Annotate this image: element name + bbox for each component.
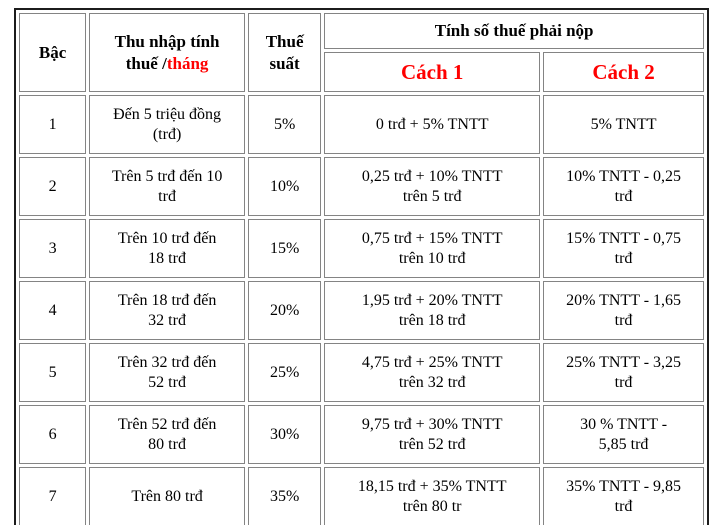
cell-level: 1 — [19, 95, 87, 154]
table-row: 6 Trên 52 trđ đến 80 trđ 30% 9,75 trđ + … — [19, 405, 704, 464]
tax-bracket-table: Bậc Thu nhập tính thuế /tháng Thuế suất … — [14, 8, 709, 525]
cell-method1: 0,25 trđ + 10% TNTT trên 5 trđ — [324, 157, 541, 216]
cell-rate: 25% — [247, 343, 322, 402]
cell-method2: 35% TNTT - 9,85 trđ — [543, 467, 704, 525]
cell-method2: 5% TNTT — [543, 95, 704, 154]
table-row: 5 Trên 32 trđ đến 52 trđ 25% 4,75 trđ + … — [19, 343, 704, 402]
table-row: 1 Đến 5 triệu đồng (trđ) 5% 0 trđ + 5% T… — [19, 95, 704, 154]
header-income-red: tháng — [166, 53, 209, 73]
cell-income: Trên 52 trđ đến 80 trđ — [89, 405, 245, 464]
cell-method1: 0,75 trđ + 15% TNTT trên 10 trđ — [324, 219, 541, 278]
cell-level: 2 — [19, 157, 87, 216]
cell-income: Trên 10 trđ đến 18 trđ — [89, 219, 245, 278]
table-row: 2 Trên 5 trđ đến 10 trđ 10% 0,25 trđ + 1… — [19, 157, 704, 216]
header-rate: Thuế suất — [247, 13, 322, 92]
header-row-methods: Cách 1 Cách 2 — [19, 52, 704, 92]
header-income-black: Thu nhập tính thuế / — [114, 32, 220, 73]
cell-rate: 10% — [247, 157, 322, 216]
cell-method2: 15% TNTT - 0,75 trđ — [543, 219, 704, 278]
cell-method1: 9,75 trđ + 30% TNTT trên 52 trđ — [324, 405, 541, 464]
cell-rate: 15% — [247, 219, 322, 278]
header-income: Thu nhập tính thuế /tháng — [89, 13, 245, 92]
table-row: 7 Trên 80 trđ 35% 18,15 trđ + 35% TNTT t… — [19, 467, 704, 525]
cell-method1: 1,95 trđ + 20% TNTT trên 18 trđ — [324, 281, 541, 340]
cell-method2: 20% TNTT - 1,65 trđ — [543, 281, 704, 340]
cell-level: 7 — [19, 467, 87, 525]
header-method1: Cách 1 — [324, 52, 541, 92]
header-level: Bậc — [19, 13, 87, 92]
cell-income: Trên 18 trđ đến 32 trđ — [89, 281, 245, 340]
cell-method2: 30 % TNTT - 5,85 trđ — [543, 405, 704, 464]
cell-income: Trên 32 trđ đến 52 trđ — [89, 343, 245, 402]
cell-method1: 0 trđ + 5% TNTT — [324, 95, 541, 154]
cell-income: Trên 80 trđ — [89, 467, 245, 525]
cell-income: Trên 5 trđ đến 10 trđ — [89, 157, 245, 216]
table-row: 3 Trên 10 trđ đến 18 trđ 15% 0,75 trđ + … — [19, 219, 704, 278]
cell-rate: 20% — [247, 281, 322, 340]
header-row-top: Bậc Thu nhập tính thuế /tháng Thuế suất … — [19, 13, 704, 92]
cell-rate: 35% — [247, 467, 322, 525]
cell-income: Đến 5 triệu đồng (trđ) — [89, 95, 245, 154]
cell-rate: 5% — [247, 95, 322, 154]
cell-method1: 4,75 trđ + 25% TNTT trên 32 trđ — [324, 343, 541, 402]
cell-level: 4 — [19, 281, 87, 340]
cell-level: 6 — [19, 405, 87, 464]
cell-level: 5 — [19, 343, 87, 402]
cell-method2: 25% TNTT - 3,25 trđ — [543, 343, 704, 402]
cell-rate: 30% — [247, 405, 322, 464]
header-tax-calc: Tính số thuế phải nộp — [324, 13, 704, 49]
cell-method1: 18,15 trđ + 35% TNTT trên 80 tr — [324, 467, 541, 525]
cell-method2: 10% TNTT - 0,25 trđ — [543, 157, 704, 216]
header-method2: Cách 2 — [543, 52, 704, 92]
cell-level: 3 — [19, 219, 87, 278]
table-row: 4 Trên 18 trđ đến 32 trđ 20% 1,95 trđ + … — [19, 281, 704, 340]
